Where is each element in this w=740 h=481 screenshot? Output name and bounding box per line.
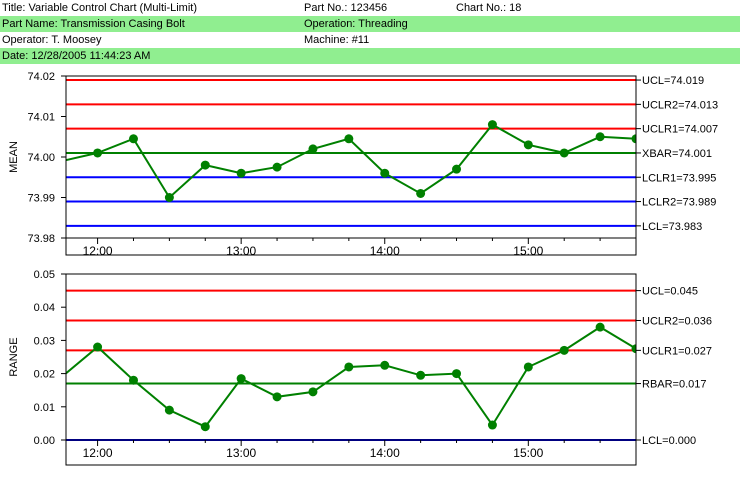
data-point-14 [559, 148, 569, 158]
data-point-1 [93, 148, 103, 158]
limit-label-4: LCL=0.000 [642, 435, 696, 447]
data-point-3 [164, 193, 174, 202]
x-tick-label-3: 15:00 [513, 244, 543, 258]
limit-label-2: UCLR1=0.027 [642, 345, 712, 357]
limit-label-3: XBAR=74.001 [642, 148, 712, 160]
date: Date: 12/28/2005 11:44:23 AM [2, 50, 151, 62]
data-point-8 [344, 134, 354, 144]
data-point-11 [452, 369, 462, 379]
limit-label-2: UCLR1=74.007 [642, 124, 718, 136]
data-point-16 [631, 134, 636, 144]
limit-label-0: UCL=74.019 [642, 75, 704, 87]
data-point-11 [452, 164, 462, 174]
y-tick-label-4: 74.02 [27, 71, 55, 83]
plot-frame [65, 75, 637, 239]
x-axis-frame [65, 237, 637, 256]
data-point-10 [416, 370, 426, 380]
data-point-7 [308, 387, 318, 397]
data-point-14 [559, 345, 569, 355]
limit-label-1: UCLR2=0.036 [642, 315, 712, 327]
data-point-5 [236, 374, 246, 384]
data-point-5 [236, 168, 246, 178]
data-point-7 [308, 144, 318, 154]
x-tick-label-2: 14:00 [370, 446, 400, 460]
data-point-4 [200, 160, 210, 170]
data-point-13 [523, 140, 533, 150]
data-point-12 [487, 120, 497, 130]
x-axis-frame [65, 439, 637, 466]
operation: Operation: Threading [304, 18, 408, 30]
x-tick-label-0: 12:00 [83, 446, 113, 460]
header-row-part: Part Name: Transmission Casing Bolt Oper… [0, 16, 740, 32]
y-tick-label-2: 74.00 [27, 152, 55, 164]
data-point-12 [487, 420, 497, 430]
data-point-1 [93, 342, 103, 352]
y-tick-label-0: 73.98 [27, 233, 55, 245]
data-point-2 [128, 375, 138, 385]
data-point-9 [380, 168, 390, 178]
y-tick-label-1: 0.01 [34, 402, 55, 414]
x-tick-label-3: 15:00 [513, 446, 543, 460]
y-axis-label: RANGE [8, 337, 20, 376]
data-point-6 [272, 162, 282, 172]
machine: Machine: #11 [304, 34, 370, 46]
data-point-16 [631, 344, 636, 354]
x-tick-label-0: 12:00 [83, 244, 113, 258]
limit-label-0: UCL=0.045 [642, 286, 698, 298]
x-tick-label-1: 13:00 [226, 446, 256, 460]
mean-chart: UCL=74.019 UCLR2=74.013 UCLR1=74.007 XBAR=7… [8, 71, 718, 258]
limit-label-1: UCLR2=74.013 [642, 99, 718, 111]
part-number: Part No.: 123456 [304, 2, 388, 14]
data-series-line [66, 325, 636, 428]
part-name: Part Name: Transmission Casing Bolt [2, 18, 185, 30]
chart-number: Chart No.: 18 [456, 2, 522, 14]
data-point-15 [595, 132, 605, 142]
data-point-3 [164, 405, 174, 415]
data-point-9 [380, 360, 390, 370]
limit-label-3: RBAR=0.017 [642, 379, 707, 391]
limit-label-6: LCL=73.983 [642, 221, 702, 233]
limit-label-5: LCLR2=73.989 [642, 197, 716, 209]
chart-title: Title: Variable Control Chart (Multi-Lim… [2, 2, 197, 14]
range-chart: UCL=0.045 UCLR2=0.036 UCLR1=0.027 RBAR=0.01… [8, 269, 712, 466]
data-point-8 [344, 362, 354, 372]
operator: Operator: T. Moosey [2, 34, 102, 46]
x-tick-label-2: 14:00 [370, 244, 400, 258]
y-tick-label-5: 0.05 [34, 269, 55, 281]
y-axis-label: MEAN [8, 141, 20, 173]
data-point-4 [200, 422, 210, 432]
y-tick-label-4: 0.04 [34, 302, 55, 314]
limit-label-4: LCLR1=73.995 [642, 172, 716, 184]
header-row-operator: Operator: T. Moosey Machine: #11 [0, 32, 740, 48]
y-tick-label-1: 73.99 [27, 193, 55, 205]
data-point-10 [416, 188, 426, 198]
x-tick-label-1: 13:00 [226, 244, 256, 258]
data-point-0 [66, 159, 67, 163]
data-point-13 [523, 362, 533, 372]
header-row-title: Title: Variable Control Chart (Multi-Lim… [0, 0, 740, 16]
y-tick-label-3: 74.01 [27, 112, 55, 124]
y-tick-label-3: 0.03 [34, 335, 55, 347]
data-point-6 [272, 392, 282, 402]
y-tick-label-0: 0.00 [34, 435, 55, 447]
y-tick-label-2: 0.02 [34, 369, 55, 381]
data-point-15 [595, 322, 605, 332]
data-point-2 [128, 134, 138, 144]
header-row-date: Date: 12/28/2005 11:44:23 AM [0, 48, 740, 64]
